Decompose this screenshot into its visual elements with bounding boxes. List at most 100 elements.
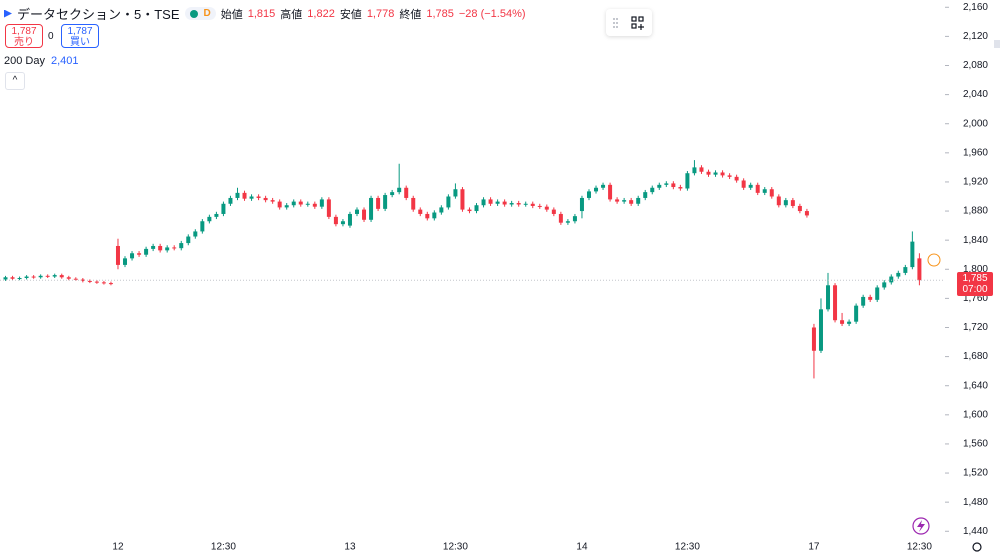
candle-body bbox=[594, 187, 599, 192]
candle-body bbox=[516, 203, 521, 205]
y-tick-label: 1,720 bbox=[963, 322, 988, 333]
candle-body bbox=[144, 248, 149, 255]
x-tick-label: 12:30 bbox=[675, 542, 700, 553]
x-tick-label: 12:30 bbox=[907, 542, 932, 553]
candle-body bbox=[692, 167, 697, 174]
candle-body bbox=[826, 285, 831, 310]
candle-body bbox=[896, 272, 901, 277]
candle-body bbox=[699, 167, 704, 172]
candle-body bbox=[741, 180, 746, 188]
candle-body bbox=[249, 196, 254, 199]
collapse-button[interactable]: ^ bbox=[5, 72, 25, 90]
candle-body bbox=[333, 216, 338, 225]
legend-value: 1,778 bbox=[366, 7, 395, 20]
candle-body bbox=[45, 275, 50, 277]
y-tick-label: 1,840 bbox=[963, 235, 988, 246]
change: −28 (−1.54%) bbox=[458, 7, 526, 20]
scroll-handle[interactable] bbox=[994, 40, 1000, 48]
candle-body bbox=[608, 184, 613, 200]
candle-body bbox=[115, 245, 120, 265]
candle-body bbox=[383, 195, 388, 209]
candle-body bbox=[783, 200, 788, 206]
indicator: 200 Day 2,401 bbox=[4, 55, 79, 67]
sell-button[interactable]: 1,787 売り bbox=[5, 24, 43, 48]
y-tick-label: 2,160 bbox=[963, 2, 988, 13]
candle-body bbox=[10, 277, 15, 279]
candle-body bbox=[73, 278, 78, 280]
candle-body bbox=[818, 309, 823, 351]
candle-body bbox=[52, 275, 57, 277]
candle-body bbox=[636, 197, 641, 204]
candle-body bbox=[720, 172, 725, 176]
candle-body bbox=[221, 203, 226, 214]
countdown: 07:00 bbox=[962, 284, 988, 296]
candle-body bbox=[214, 213, 219, 217]
toolbar[interactable] bbox=[606, 9, 652, 36]
candle-body bbox=[291, 201, 296, 206]
candle-body bbox=[727, 175, 732, 177]
candle-body bbox=[474, 205, 479, 212]
candle-body bbox=[158, 245, 163, 251]
candle-body bbox=[797, 205, 802, 212]
candle-body bbox=[776, 196, 781, 206]
candle-body bbox=[418, 209, 423, 214]
legend-label: 始値 bbox=[220, 8, 243, 21]
candle-body bbox=[298, 201, 303, 205]
candle-body bbox=[903, 267, 908, 273]
candle-body bbox=[572, 216, 577, 222]
candle-body bbox=[544, 206, 549, 210]
badge: D bbox=[203, 8, 211, 19]
dividend-marker[interactable] bbox=[927, 253, 941, 267]
candle-body bbox=[305, 203, 310, 205]
candle-body bbox=[101, 282, 106, 284]
toolbar-icons bbox=[613, 16, 644, 30]
candle-body bbox=[277, 201, 282, 208]
candle-body bbox=[165, 247, 170, 251]
y-tick-label: 2,120 bbox=[963, 31, 988, 42]
y-tick-label: 1,560 bbox=[963, 439, 988, 450]
y-tick-label: 1,960 bbox=[963, 147, 988, 158]
candle-body bbox=[467, 209, 472, 212]
candle-body bbox=[130, 253, 135, 259]
candle-body bbox=[790, 200, 795, 206]
candle-body bbox=[811, 327, 816, 351]
plot-area bbox=[0, 0, 945, 540]
candle-body bbox=[868, 296, 873, 300]
candle-body bbox=[369, 197, 374, 220]
header: データセクション・5・TSE D 始値 1,815 高値 1,822 安値 1,778… bbox=[4, 4, 526, 23]
legend-value: 1,822 bbox=[307, 7, 335, 20]
candle-body bbox=[657, 184, 662, 188]
y-tick-label: 1,640 bbox=[963, 380, 988, 391]
last-price: 1,785 bbox=[962, 273, 988, 285]
candle-body bbox=[664, 183, 669, 185]
candle-body bbox=[94, 281, 99, 283]
candle-body bbox=[270, 200, 275, 202]
candle-body bbox=[460, 189, 465, 210]
candle-body bbox=[558, 213, 563, 223]
legend-value: 1,785 bbox=[426, 7, 454, 20]
candle-body bbox=[502, 201, 507, 205]
y-tick-label: 1,520 bbox=[963, 468, 988, 479]
buy-button[interactable]: 1,787 買い bbox=[61, 24, 99, 48]
settings-icon[interactable] bbox=[972, 542, 982, 552]
candle-body bbox=[769, 189, 774, 197]
candle-body bbox=[734, 176, 739, 181]
status: D bbox=[184, 7, 216, 20]
sell-price: 1,787 bbox=[11, 26, 37, 37]
market-dot bbox=[189, 9, 198, 18]
candle-body bbox=[629, 200, 634, 204]
candle-body bbox=[3, 277, 8, 280]
candle-body bbox=[390, 192, 395, 196]
symbol[interactable]: データセクション・5・TSE bbox=[17, 7, 180, 22]
candle-body bbox=[397, 187, 402, 193]
legend-value: 1,815 bbox=[247, 7, 276, 20]
candle-body bbox=[650, 187, 655, 193]
candle-body bbox=[326, 199, 331, 217]
candle-body bbox=[523, 203, 528, 205]
candle-body bbox=[551, 209, 556, 214]
y-tick-label: 1,880 bbox=[963, 206, 988, 217]
candle-body bbox=[481, 199, 486, 206]
buy-label: 買い bbox=[70, 37, 90, 48]
